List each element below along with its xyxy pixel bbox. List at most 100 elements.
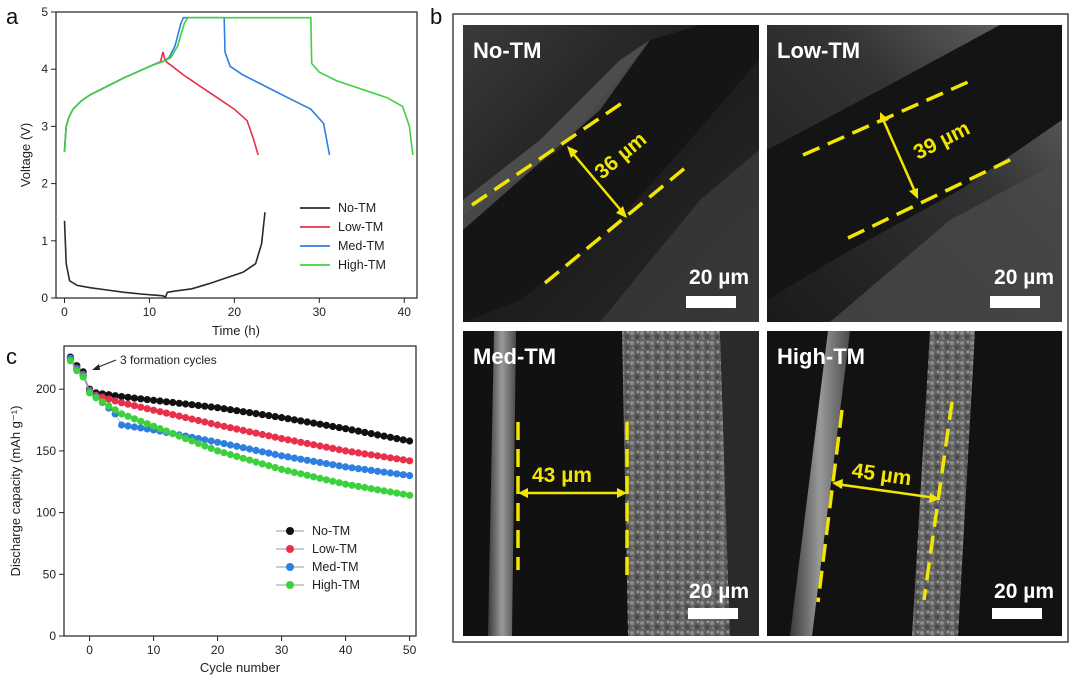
data-point-high-tm [156,425,164,433]
data-point-no-tm [175,399,183,407]
panel-label-a: a [6,4,19,29]
data-point-med-tm [284,453,292,461]
legend-label-med-tm: Med-TM [338,239,385,253]
y-tick-label-a: 1 [41,234,48,248]
scale-bar [688,608,738,619]
y-tick-label-c: 50 [43,567,57,581]
data-point-high-tm [182,435,190,443]
data-point-high-tm [226,451,234,459]
data-point-high-tm [406,491,414,499]
data-point-no-tm [162,398,170,406]
series-med-tm [66,354,414,480]
data-point-low-tm [214,421,222,429]
data-point-low-tm [156,408,164,416]
data-point-med-tm [137,424,145,432]
data-point-no-tm [188,401,196,409]
data-point-med-tm [290,454,298,462]
data-point-med-tm [342,463,350,471]
sample-name-label: Low-TM [777,38,860,63]
data-point-low-tm [182,414,190,422]
data-point-low-tm [380,453,388,461]
data-point-low-tm [130,402,138,410]
data-point-high-tm [201,442,209,450]
sem-tile-high-tm: 45 µm High-TM 20 µm [767,331,1062,636]
porous-electrode [622,331,730,636]
boundary-line-top [471,101,623,207]
y-axis-label-a: Voltage (V) [18,123,33,187]
data-point-high-tm [118,410,126,418]
x-tick-label-c: 50 [403,643,417,657]
legend-label-low-tm: Low-TM [312,542,357,556]
data-point-low-tm [239,426,247,434]
data-point-no-tm [271,413,279,421]
data-point-low-tm [194,416,202,425]
data-point-low-tm [207,419,215,428]
data-point-med-tm [297,455,305,463]
data-point-no-tm [393,435,401,443]
data-point-no-tm [316,420,324,428]
data-point-high-tm [86,389,94,397]
data-point-low-tm [284,436,292,444]
y-tick-label-a: 3 [41,119,48,133]
data-point-no-tm [278,414,286,422]
data-point-no-tm [182,400,190,408]
data-point-no-tm [201,402,209,410]
data-point-med-tm [335,462,343,470]
legend-marker-med-tm [286,563,294,571]
y-tick-label-a: 5 [41,5,48,19]
data-point-no-tm [239,408,247,416]
data-point-med-tm [361,465,369,474]
data-point-no-tm [252,410,260,418]
data-point-no-tm [374,431,382,439]
data-point-low-tm [310,441,318,449]
data-point-high-tm [73,367,81,375]
boundary-line-left [816,409,844,603]
data-point-med-tm [118,421,126,429]
data-point-high-tm [310,473,318,481]
data-point-low-tm [252,429,260,437]
data-point-no-tm [194,401,202,410]
data-point-low-tm [226,424,234,432]
data-point-low-tm [290,437,298,445]
data-point-high-tm [342,480,350,488]
boundary-line-bottom [847,156,1015,240]
data-point-high-tm [220,449,228,457]
data-point-med-tm [303,456,311,464]
data-point-high-tm [162,427,170,435]
data-point-med-tm [406,472,414,480]
data-point-med-tm [239,444,247,452]
data-point-low-tm [143,405,151,413]
data-point-med-tm [143,425,151,433]
substrate-layer [830,160,1062,322]
porous-electrode [912,331,975,636]
data-point-low-tm [348,448,356,456]
series-low-tm [66,356,414,465]
data-point-med-tm [124,422,132,430]
data-point-med-tm [322,460,330,468]
data-point-med-tm [367,466,375,474]
boundary-line-right [922,401,954,601]
sem-tile-no-tm: 36 µm No-TM 20 µm [463,25,759,322]
data-point-low-tm [258,430,266,439]
data-point-low-tm [322,443,330,451]
arrowhead-top [880,112,889,123]
series-line-no-tm [63,212,266,298]
data-point-high-tm [258,460,266,468]
data-point-no-tm [354,427,362,435]
data-point-no-tm [124,393,132,401]
electrode-layer [463,25,759,322]
data-point-low-tm [271,433,279,441]
data-point-no-tm [380,432,388,440]
data-point-no-tm [265,412,273,420]
data-point-no-tm [290,416,298,424]
sample-name-label: Med-TM [473,344,556,369]
x-tick-label-c: 40 [339,643,353,657]
legend-marker-low-tm [286,545,294,553]
y-axis-label-c: Discharge capacity (mAh g⁻¹) [8,406,23,577]
scale-bar-label: 20 µm [689,266,749,289]
data-point-no-tm [111,392,119,400]
data-point-low-tm [188,415,196,423]
data-point-low-tm [201,418,209,426]
data-point-med-tm [278,452,286,460]
data-point-no-tm [399,436,407,444]
